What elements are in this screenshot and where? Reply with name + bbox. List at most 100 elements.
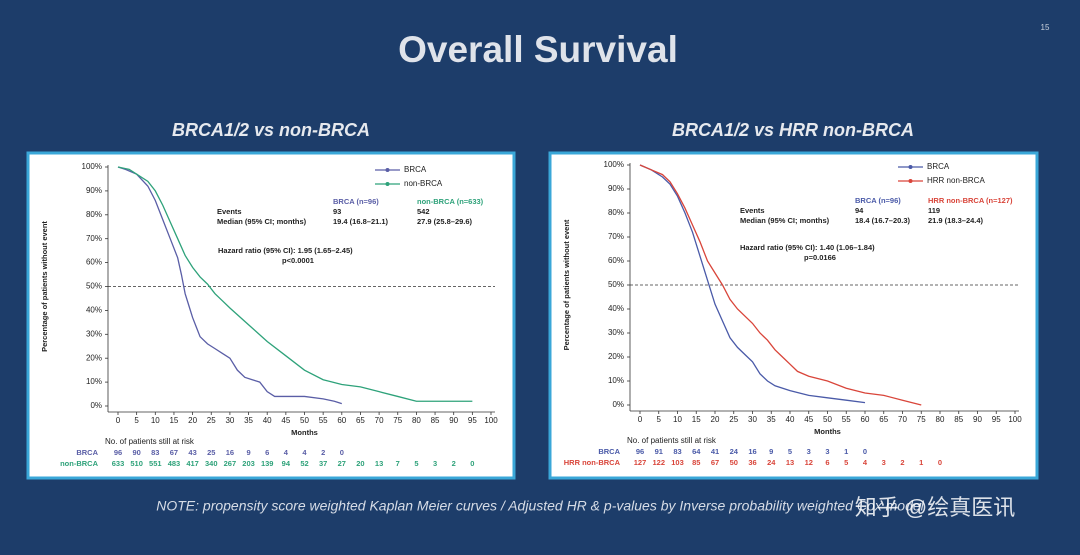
at-risk-value: 27 <box>338 459 346 468</box>
at-risk-value: 37 <box>319 459 327 468</box>
at-risk-value: 85 <box>692 458 700 467</box>
legend-label: HRR non-BRCA <box>927 176 985 185</box>
at-risk-value: 24 <box>730 447 739 456</box>
x-tick-label: 65 <box>356 416 365 425</box>
legend-marker <box>908 179 913 183</box>
stats-header: HRR non-BRCA (n=127) <box>928 196 1013 205</box>
legend-marker <box>908 165 913 169</box>
at-risk-value: 36 <box>748 458 756 467</box>
panel <box>548 151 1039 480</box>
y-tick-label: 40% <box>86 306 102 315</box>
at-risk-value: 2 <box>900 458 904 467</box>
at-risk-value: 96 <box>636 447 644 456</box>
y-tick-label: 90% <box>86 186 102 195</box>
at-risk-value: 25 <box>207 448 215 457</box>
at-risk-value: 94 <box>282 459 291 468</box>
at-risk-value: 4 <box>302 448 307 457</box>
x-tick-label: 30 <box>748 415 757 424</box>
at-risk-value: 417 <box>186 459 199 468</box>
x-tick-label: 60 <box>861 415 870 424</box>
y-tick-label: 80% <box>86 210 102 219</box>
at-risk-value: 4 <box>284 448 289 457</box>
stats-value: 93 <box>333 207 341 216</box>
at-risk-value: 6 <box>265 448 269 457</box>
x-tick-label: 95 <box>992 415 1001 424</box>
stats-value: 94 <box>855 206 864 215</box>
subtitle: BRCA1/2 vs non-BRCA <box>172 120 370 140</box>
panel <box>26 151 516 480</box>
x-tick-label: 25 <box>207 416 216 425</box>
at-risk-value: 91 <box>655 447 663 456</box>
x-tick-label: 5 <box>134 416 139 425</box>
x-tick-label: 10 <box>151 416 160 425</box>
y-tick-label: 50% <box>86 282 102 291</box>
x-tick-label: 70 <box>898 415 907 424</box>
y-tick-label: 20% <box>86 353 102 362</box>
x-tick-label: 100 <box>484 416 498 425</box>
p-value: p=0.0166 <box>804 253 836 262</box>
x-tick-label: 35 <box>767 415 776 424</box>
at-risk-value: 16 <box>748 447 756 456</box>
x-tick-label: 15 <box>692 415 701 424</box>
at-risk-value: 5 <box>844 458 848 467</box>
at-risk-value: 6 <box>825 458 829 467</box>
at-risk-value: 83 <box>151 448 159 457</box>
at-risk-value: 1 <box>919 458 923 467</box>
at-risk-value: 67 <box>711 458 719 467</box>
legend-marker <box>385 182 390 186</box>
at-risk-value: 340 <box>205 459 218 468</box>
at-risk-value: 551 <box>149 459 162 468</box>
stats-header: BRCA (n=96) <box>333 197 379 206</box>
x-tick-label: 40 <box>786 415 795 424</box>
stats-value: 119 <box>928 206 940 215</box>
legend-label: BRCA <box>404 165 427 174</box>
x-tick-label: 20 <box>188 416 197 425</box>
y-tick-label: 20% <box>608 352 624 361</box>
at-risk-value: 483 <box>168 459 181 468</box>
at-risk-value: 3 <box>807 447 811 456</box>
at-risk-value: 41 <box>711 447 719 456</box>
stats-header: non-BRCA (n=633) <box>417 197 484 206</box>
stats-value: 19.4 (16.8–21.1) <box>333 217 389 226</box>
x-tick-label: 0 <box>638 415 643 424</box>
stats-value: 18.4 (16.7–20.3) <box>855 216 911 225</box>
x-tick-label: 45 <box>804 415 813 424</box>
p-value: p<0.0001 <box>282 256 314 265</box>
at-risk-value: 0 <box>863 447 867 456</box>
at-risk-value: 9 <box>246 448 250 457</box>
at-risk-value: 5 <box>788 447 792 456</box>
y-tick-label: 80% <box>608 208 624 217</box>
x-axis-label: Months <box>814 427 841 436</box>
stats-value: 21.9 (18.3–24.4) <box>928 216 984 225</box>
y-tick-label: 70% <box>86 234 102 243</box>
x-tick-label: 10 <box>673 415 682 424</box>
survival-curve <box>117 166 473 402</box>
x-tick-label: 30 <box>225 416 234 425</box>
at-risk-value: 67 <box>170 448 178 457</box>
x-tick-label: 90 <box>973 415 982 424</box>
at-risk-value: 13 <box>375 459 383 468</box>
at-risk-value: 3 <box>882 458 886 467</box>
at-risk-value: 0 <box>470 459 474 468</box>
at-risk-label: BRCA <box>598 447 620 456</box>
at-risk-value: 139 <box>261 459 274 468</box>
at-risk-value: 12 <box>805 458 813 467</box>
at-risk-value: 83 <box>673 447 681 456</box>
at-risk-value: 90 <box>132 448 140 457</box>
at-risk-value: 203 <box>242 459 255 468</box>
at-risk-value: 24 <box>767 458 776 467</box>
at-risk-value: 96 <box>114 448 122 457</box>
x-tick-label: 45 <box>281 416 290 425</box>
at-risk-label: HRR non-BRCA <box>564 458 621 467</box>
x-tick-label: 70 <box>375 416 384 425</box>
x-tick-label: 40 <box>263 416 272 425</box>
slide-title: Overall Survival <box>398 29 678 70</box>
y-tick-label: 30% <box>86 329 102 338</box>
legend-label: BRCA <box>927 162 950 171</box>
at-risk-value: 127 <box>634 458 647 467</box>
stats-value: 542 <box>417 207 430 216</box>
at-risk-title: No. of patients still at risk <box>627 436 717 445</box>
x-tick-label: 80 <box>936 415 945 424</box>
at-risk-value: 43 <box>188 448 196 457</box>
